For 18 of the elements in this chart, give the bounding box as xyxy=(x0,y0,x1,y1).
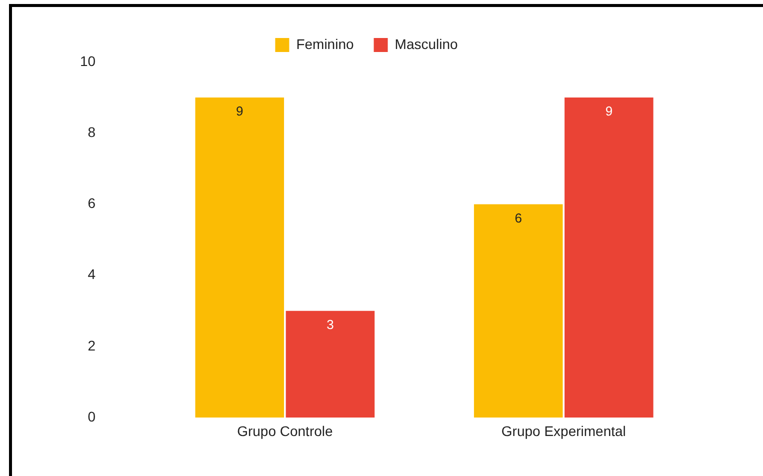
data-label: 3 xyxy=(326,317,334,332)
bar xyxy=(474,204,563,418)
data-label: 6 xyxy=(514,210,522,226)
bar xyxy=(195,98,284,418)
y-tick-label: 4 xyxy=(88,266,96,282)
y-tick-label: 10 xyxy=(80,52,96,69)
y-tick-label: 6 xyxy=(88,195,96,212)
y-tick-label: 0 xyxy=(88,408,96,424)
bar xyxy=(564,98,654,418)
y-tick-label: 2 xyxy=(88,337,96,354)
x-tick-label: Grupo Experimental xyxy=(501,422,626,439)
x-tick-label: Grupo Controle xyxy=(237,422,333,439)
bar xyxy=(286,310,375,418)
data-label: 9 xyxy=(605,104,613,119)
legend-label: Masculino xyxy=(394,36,458,52)
data-label: 9 xyxy=(236,104,244,119)
legend-label: Feminino xyxy=(296,36,354,52)
y-tick-label: 8 xyxy=(88,124,96,140)
